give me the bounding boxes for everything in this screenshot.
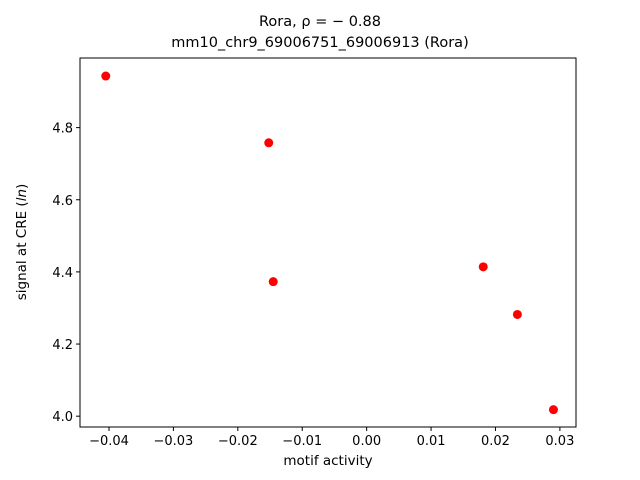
plot-frame — [79, 57, 577, 428]
x-tick-label: 0.01 — [417, 434, 446, 449]
y-axis-label-prefix: signal at CRE ( — [14, 201, 30, 301]
data-point — [512, 309, 522, 319]
y-tick-label: 4.4 — [52, 266, 73, 281]
data-point — [268, 277, 278, 287]
y-tick-label: 4.8 — [52, 122, 73, 137]
x-tick-label: −0.01 — [282, 434, 322, 449]
chart-title: Rora, ρ = − 0.88 — [0, 14, 640, 30]
y-tick-label: 4.2 — [52, 338, 73, 353]
data-point — [548, 405, 558, 415]
y-tick-label: 4.6 — [52, 194, 73, 209]
x-axis-label: motif activity — [283, 453, 373, 469]
x-tick-label: −0.02 — [218, 434, 258, 449]
chart-title-rho: ρ = − 0.88 — [301, 14, 381, 30]
x-tick-label: 0.00 — [352, 434, 381, 449]
x-tick-label: −0.04 — [89, 434, 129, 449]
chart-subtitle: mm10_chr9_69006751_69006913 (Rora) — [171, 35, 469, 51]
chart-title-prefix: Rora, — [259, 14, 302, 30]
data-point — [478, 262, 488, 272]
x-tick-label: 0.02 — [481, 434, 510, 449]
data-point — [264, 138, 274, 148]
y-axis-label-suffix: ) — [14, 183, 30, 189]
data-point — [101, 71, 111, 81]
y-tick-label: 4.0 — [52, 410, 73, 425]
x-tick-label: −0.03 — [153, 434, 193, 449]
axis-ticks: −0.04 −0.03 −0.02 −0.01 0.00 0.01 0.02 0.03 4.0 4… — [52, 122, 574, 449]
y-axis-label-ln: ln — [14, 188, 30, 202]
data-points — [101, 71, 558, 415]
x-tick-label: 0.03 — [545, 434, 574, 449]
y-axis-label: signal at CRE (ln) — [14, 184, 30, 301]
